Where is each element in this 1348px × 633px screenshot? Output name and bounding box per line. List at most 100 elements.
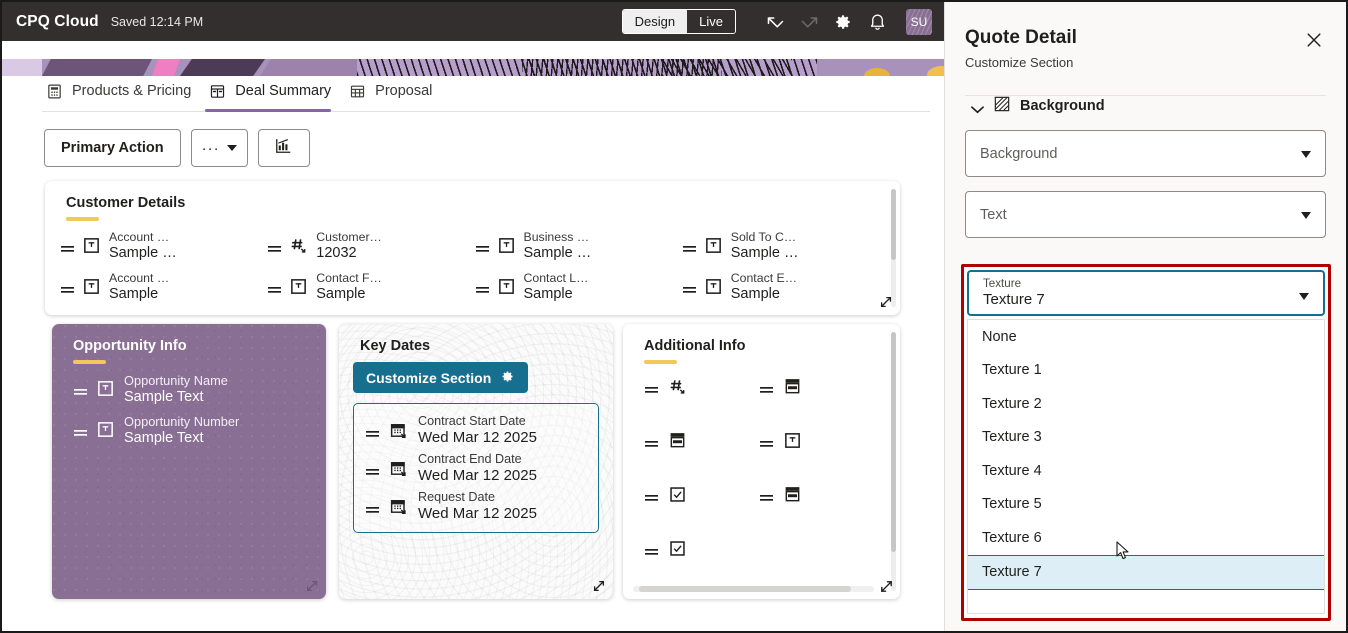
key-dates-card: Key Dates Customize Section	[339, 324, 613, 599]
dropdown-option[interactable]: None	[982, 328, 1017, 345]
drag-handle-icon[interactable]	[645, 382, 658, 393]
drag-handle-icon[interactable]	[74, 384, 87, 395]
dropdown-option[interactable]: Texture 4	[982, 462, 1042, 479]
tab-deal-summary[interactable]: Deal Summary	[205, 79, 341, 112]
card-horizontal-scrollbar[interactable]	[633, 586, 874, 592]
customize-section-button[interactable]: Customize Section	[353, 362, 529, 393]
ellipsis-icon: ···	[201, 139, 220, 157]
drag-handle-icon[interactable]	[645, 490, 658, 501]
drag-handle-icon[interactable]	[759, 382, 773, 393]
dropdown-option[interactable]: Texture 2	[982, 395, 1042, 412]
field-item[interactable]: Contract Start Date Wed Mar 12 2025	[354, 410, 598, 448]
resize-handle-icon[interactable]	[592, 579, 606, 593]
field-item[interactable]	[645, 532, 760, 566]
text-field-icon	[704, 236, 723, 255]
drag-handle-icon[interactable]	[61, 282, 74, 293]
texture-select[interactable]: Texture Texture 7	[967, 270, 1325, 316]
tab-label: Proposal	[375, 83, 433, 99]
key-dates-field-group: Contract Start Date Wed Mar 12 2025	[353, 403, 599, 533]
bell-icon[interactable]	[860, 2, 894, 41]
avatar[interactable]: SU	[906, 8, 932, 35]
drag-handle-icon[interactable]	[268, 241, 282, 252]
field-value: Sample	[109, 285, 159, 302]
texture-dropdown-list[interactable]: None Texture 1 Texture 2 Texture 3 Textu…	[967, 319, 1325, 614]
field-item[interactable]	[759, 478, 875, 512]
mode-toggle[interactable]: Design Live	[621, 9, 736, 34]
top-bar: CPQ Cloud Saved 12:14 PM Design Live	[2, 2, 946, 41]
background-select[interactable]: Background	[965, 130, 1326, 177]
drag-handle-icon[interactable]	[366, 464, 379, 475]
dropdown-option[interactable]: Texture 1	[982, 362, 1042, 379]
overflow-menu-button[interactable]: ···	[190, 129, 248, 167]
resize-handle-icon[interactable]	[305, 579, 319, 593]
texture-icon	[994, 96, 1010, 116]
resize-handle-icon[interactable]	[879, 295, 893, 309]
card-vertical-scrollbar[interactable]	[891, 189, 896, 307]
additional-info-card: Additional Info	[623, 324, 900, 599]
field-item[interactable]: Contact L… Sample	[475, 264, 677, 305]
field-value: Wed Mar 12 2025	[418, 505, 537, 522]
card-vertical-scrollbar[interactable]	[891, 332, 896, 591]
field-item[interactable]: Contact F… Sample	[268, 264, 469, 305]
field-item[interactable]: Contract End Date Wed Mar 12 2025	[354, 448, 598, 486]
calendar-icon	[389, 497, 408, 516]
drag-handle-icon[interactable]	[61, 241, 74, 252]
drag-handle-icon[interactable]	[366, 502, 379, 513]
field-label: Business …	[523, 229, 590, 244]
primary-action-button[interactable]: Primary Action	[44, 129, 181, 167]
drag-handle-icon[interactable]	[366, 426, 379, 437]
dropdown-option-selected[interactable]: Texture 7	[968, 554, 1324, 590]
field-item[interactable]: Account … Sample	[61, 264, 262, 305]
tab-products-pricing[interactable]: Products & Pricing	[42, 79, 201, 111]
field-item[interactable]: Customer… 12032	[268, 223, 469, 264]
field-item[interactable]	[645, 424, 760, 458]
background-group-label: Background	[1020, 98, 1105, 114]
text-select[interactable]: Text	[965, 191, 1326, 238]
field-item[interactable]: Opportunity Name Sample Text	[52, 364, 326, 405]
top-bar-actions: Design Live	[621, 2, 936, 41]
field-item[interactable]: Business … Sample …	[475, 223, 677, 264]
drag-handle-icon[interactable]	[682, 241, 696, 252]
gear-icon[interactable]	[826, 2, 860, 41]
tab-proposal[interactable]: Proposal	[345, 79, 442, 111]
drag-handle-icon[interactable]	[645, 436, 658, 447]
calendar-icon	[389, 459, 408, 478]
field-item[interactable]: Account … Sample …	[61, 223, 262, 264]
dropdown-option[interactable]: Texture 6	[982, 529, 1042, 546]
resize-handle-icon[interactable]	[879, 579, 893, 593]
card-title: Opportunity Info	[73, 338, 187, 354]
undo-icon[interactable]	[758, 2, 792, 41]
drag-handle-icon[interactable]	[268, 282, 282, 293]
dropdown-option[interactable]: Texture 3	[982, 429, 1042, 446]
field-value: Sample …	[109, 244, 177, 261]
field-item[interactable]	[645, 370, 760, 404]
field-item[interactable]: Contact E… Sample	[682, 264, 884, 305]
field-item[interactable]: Request Date Wed Mar 12 2025	[354, 486, 598, 524]
field-label: Account …	[109, 229, 170, 244]
field-item[interactable]	[759, 424, 875, 458]
close-icon[interactable]	[1304, 30, 1324, 50]
text-field-icon	[497, 236, 516, 255]
mode-live-button[interactable]: Live	[687, 10, 735, 33]
drag-handle-icon[interactable]	[645, 544, 658, 555]
field-item[interactable]: Sold To C… Sample …	[682, 223, 884, 264]
action-toolbar: Primary Action ···	[44, 129, 310, 167]
text-field-icon	[96, 379, 115, 398]
drag-handle-icon[interactable]	[475, 241, 489, 252]
chart-view-button[interactable]	[257, 129, 310, 167]
background-group-header[interactable]: Background	[971, 96, 1346, 116]
field-item[interactable]	[645, 478, 760, 512]
drag-handle-icon[interactable]	[759, 436, 773, 447]
drag-handle-icon[interactable]	[682, 282, 696, 293]
drag-handle-icon[interactable]	[475, 282, 489, 293]
dropdown-option[interactable]: Texture 5	[982, 496, 1042, 513]
field-item[interactable]	[759, 370, 875, 404]
chevron-down-icon[interactable]	[971, 102, 984, 113]
field-label: Opportunity Number	[124, 413, 240, 429]
drag-handle-icon[interactable]	[74, 425, 87, 436]
drag-handle-icon[interactable]	[759, 490, 773, 501]
card-title: Key Dates	[360, 338, 431, 354]
field-item[interactable]: Opportunity Number Sample Text	[52, 405, 326, 446]
redo-icon[interactable]	[792, 2, 826, 41]
mode-design-button[interactable]: Design	[622, 10, 688, 33]
